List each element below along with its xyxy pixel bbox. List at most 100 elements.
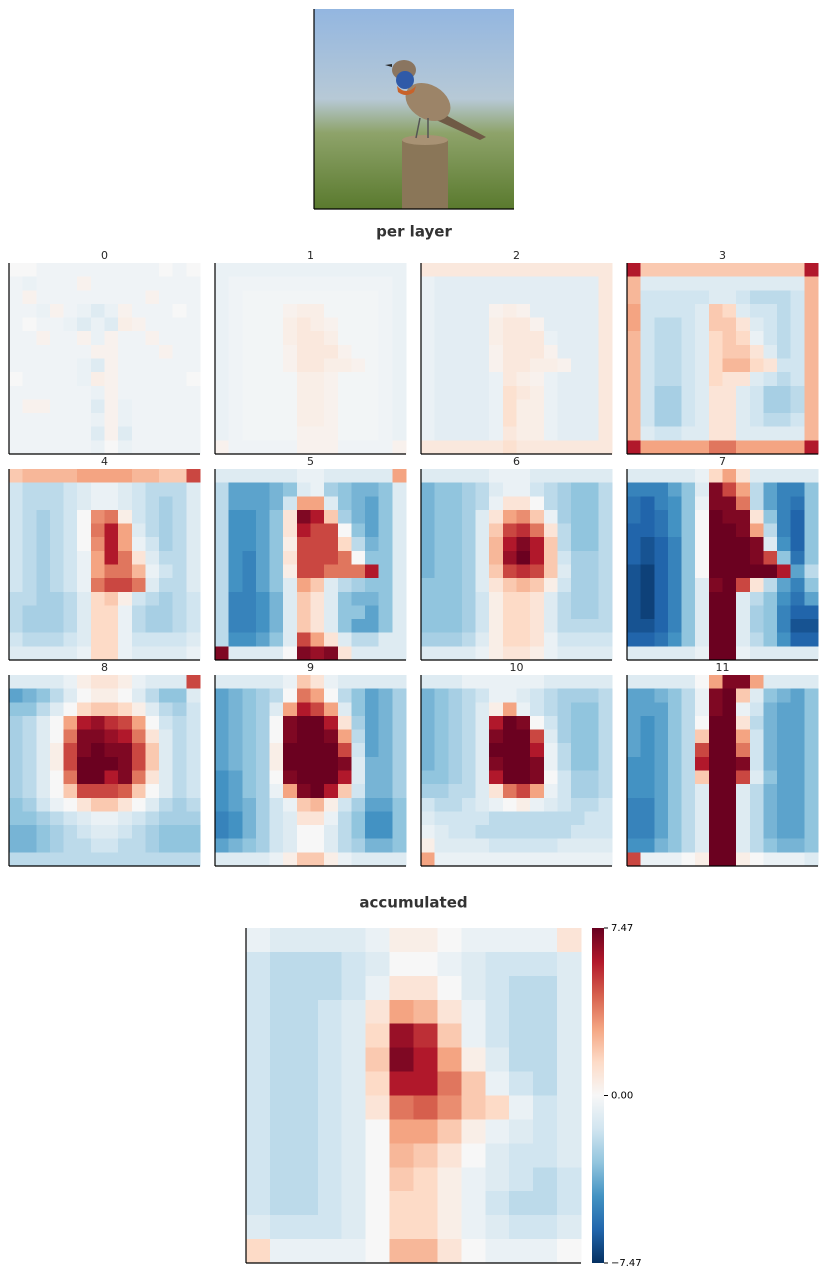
cell	[695, 496, 710, 511]
cell	[640, 825, 655, 840]
cell	[310, 578, 325, 593]
cell	[104, 675, 119, 690]
cell	[571, 784, 586, 799]
cell	[49, 605, 64, 620]
cell	[255, 564, 270, 579]
cell	[145, 385, 160, 400]
cell	[324, 344, 339, 359]
cell	[378, 729, 393, 744]
cell	[49, 770, 64, 785]
cell	[378, 619, 393, 634]
cell	[598, 646, 613, 661]
cell	[172, 591, 187, 606]
cell	[63, 729, 78, 744]
cell	[49, 797, 64, 812]
cell	[36, 317, 51, 332]
cell	[790, 413, 805, 428]
cell	[461, 1215, 486, 1240]
cell	[186, 770, 201, 785]
cell	[389, 1167, 414, 1192]
cell	[640, 372, 655, 387]
cell	[215, 715, 230, 730]
cell	[392, 496, 407, 511]
cell	[437, 1047, 462, 1072]
cell	[337, 290, 352, 305]
cell	[269, 496, 284, 511]
cell	[90, 646, 105, 661]
cell	[448, 482, 463, 497]
cell	[502, 523, 517, 538]
cell	[104, 276, 119, 291]
cell	[667, 550, 682, 565]
cell	[654, 619, 669, 634]
cell	[421, 852, 436, 867]
cell	[516, 770, 531, 785]
cell	[502, 276, 517, 291]
cell	[118, 385, 133, 400]
cell	[777, 385, 792, 400]
cell	[530, 688, 545, 703]
cell	[448, 303, 463, 318]
cell	[63, 564, 78, 579]
cell	[461, 550, 476, 565]
cell	[159, 702, 174, 717]
cell	[777, 838, 792, 853]
cell	[296, 290, 311, 305]
cell	[434, 290, 449, 305]
cell	[598, 469, 613, 484]
cell	[804, 385, 819, 400]
cell	[296, 591, 311, 606]
cell	[228, 358, 243, 373]
cell	[77, 550, 92, 565]
cell	[557, 619, 572, 634]
cell	[763, 852, 778, 867]
cell	[627, 263, 642, 278]
cell	[584, 523, 599, 538]
cell	[557, 1119, 582, 1144]
cell	[337, 358, 352, 373]
cell	[9, 290, 24, 305]
cell	[516, 591, 531, 606]
cell	[77, 358, 92, 373]
cell	[736, 496, 751, 511]
cell	[283, 469, 298, 484]
cell	[255, 509, 270, 524]
cell	[475, 303, 490, 318]
cell	[475, 770, 490, 785]
cell	[215, 605, 230, 620]
cell	[763, 523, 778, 538]
cell	[627, 619, 642, 634]
cell	[351, 838, 366, 853]
cell	[159, 276, 174, 291]
cell	[131, 372, 146, 387]
cell	[186, 358, 201, 373]
cell	[131, 632, 146, 647]
cell	[255, 482, 270, 497]
cell	[502, 550, 517, 565]
cell	[516, 469, 531, 484]
cell	[36, 632, 51, 647]
cell	[584, 605, 599, 620]
cell	[485, 1023, 510, 1049]
cell	[667, 413, 682, 428]
cell	[763, 838, 778, 853]
cell	[36, 344, 51, 359]
cell	[543, 756, 558, 771]
cell	[159, 263, 174, 278]
cell	[255, 523, 270, 538]
cell	[215, 702, 230, 717]
cell	[378, 688, 393, 703]
cell	[736, 852, 751, 867]
cell	[242, 550, 257, 565]
cell	[543, 331, 558, 346]
cell	[104, 797, 119, 812]
cell	[557, 537, 572, 552]
cell	[571, 276, 586, 291]
cell	[475, 743, 490, 758]
cell	[557, 1071, 582, 1096]
cell	[269, 263, 284, 278]
cell	[242, 715, 257, 730]
cell	[777, 509, 792, 524]
cell	[90, 825, 105, 840]
cell	[557, 838, 572, 853]
